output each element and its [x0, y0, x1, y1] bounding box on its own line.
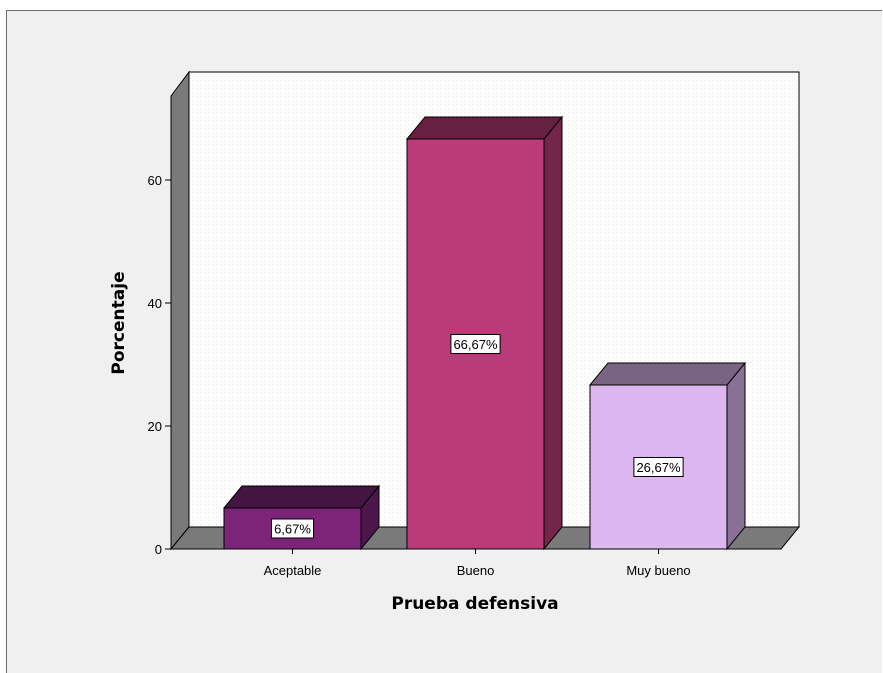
data-label: 66,67% — [453, 337, 498, 352]
data-label: 26,67% — [636, 460, 681, 475]
y-tick-label: 60 — [148, 173, 162, 188]
data-label-box — [271, 518, 314, 539]
data-label-box — [450, 333, 501, 354]
data-label: 6,67% — [274, 521, 311, 536]
data-label-box — [633, 456, 684, 477]
bar-muy-bueno: 26,67% — [588, 361, 747, 551]
bar-front-face — [589, 384, 728, 550]
y-axis-title: Porcentaje — [109, 271, 129, 374]
x-tick-label: Bueno — [457, 563, 495, 578]
bar-bueno: 66,67% — [405, 115, 564, 551]
x-tick-label: Muy bueno — [626, 563, 690, 578]
bar-top-face — [222, 485, 381, 509]
x-axis-labels: Aceptable Bueno Muy bueno — [264, 549, 691, 578]
y-tick-label: 0 — [155, 542, 162, 557]
y-tick-label: 20 — [148, 419, 162, 434]
bar-aceptable: 6,67% — [222, 484, 381, 551]
side-wall — [170, 70, 190, 551]
x-tick-label: Aceptable — [264, 563, 322, 578]
bar-top-face — [588, 362, 747, 386]
bar-side-face — [726, 361, 746, 551]
bar-side-face — [543, 115, 563, 551]
y-tick-label: 40 — [148, 296, 162, 311]
x-axis-title: Prueba defensiva — [391, 594, 558, 614]
bar-top-face — [405, 116, 564, 140]
y-axis-ticks: 0 20 40 60 — [148, 173, 171, 557]
